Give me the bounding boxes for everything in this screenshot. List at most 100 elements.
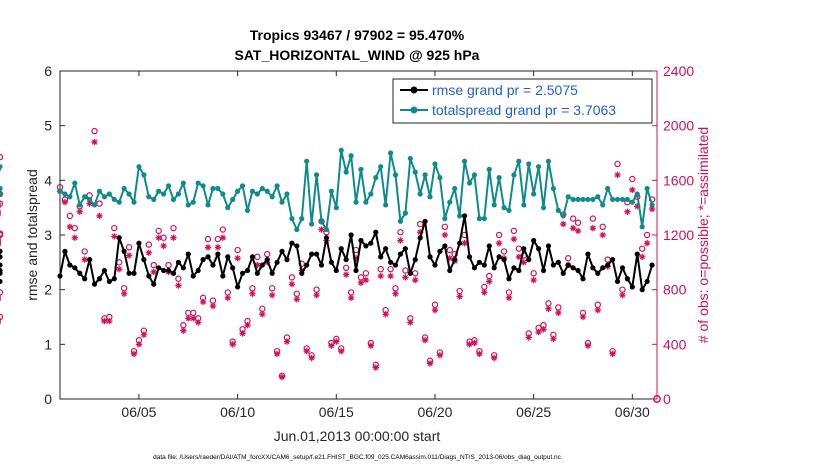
asterisk-stroke <box>111 233 117 240</box>
obs-possible-point <box>342 264 350 271</box>
totalspread-point <box>555 207 561 213</box>
asterisk-stroke <box>476 351 483 357</box>
asterisk-stroke <box>170 235 177 241</box>
asterisk-stroke <box>442 232 448 238</box>
totalspread-point <box>225 205 231 211</box>
asterisk-stroke <box>402 274 409 281</box>
asterisk-stroke <box>585 343 591 349</box>
obs-possible-point <box>96 200 103 207</box>
totalspread-point <box>565 194 571 200</box>
rmse-point <box>595 270 601 276</box>
asterisk-stroke <box>407 319 413 326</box>
asterisk-stroke <box>639 254 645 260</box>
obs-possible-point <box>387 265 394 273</box>
asterisk-stroke <box>82 256 88 263</box>
asterisk-stroke <box>116 266 122 272</box>
totalspread-point <box>531 191 537 197</box>
totalspread-point <box>368 191 374 197</box>
totalspread-point <box>62 191 68 197</box>
rmse-point <box>348 232 354 238</box>
rmse-point <box>87 257 93 263</box>
y-tick-label-left: 6 <box>44 63 52 79</box>
obs-assimilated-point <box>436 352 444 359</box>
x-tick-label: 06/25 <box>516 404 551 420</box>
obs-assimilated-point <box>160 242 167 250</box>
asterisk-stroke <box>521 259 527 265</box>
obs-assimilated-point <box>229 341 236 348</box>
asterisk-stroke <box>412 277 418 283</box>
rmse-point <box>215 251 221 257</box>
rmse-point <box>629 284 635 290</box>
totalspread-point <box>0 191 3 197</box>
obs-assimilated-point <box>456 293 463 300</box>
obs-assimilated-point <box>402 274 409 281</box>
asterisk-stroke <box>96 213 103 219</box>
asterisk-stroke <box>200 299 206 305</box>
totalspread-point <box>550 185 556 192</box>
obs-possible-point <box>614 160 621 168</box>
totalspread-point <box>417 191 423 197</box>
obs-assimilated-point <box>268 291 276 299</box>
y-tick-label-right: 1200 <box>663 227 694 243</box>
totalspread-point <box>491 202 497 208</box>
obs-possible-point <box>170 224 177 232</box>
asterisk-stroke <box>358 280 364 286</box>
rmse-point <box>0 262 3 268</box>
obs-assimilated-point <box>224 294 231 302</box>
asterisk-stroke <box>328 343 335 349</box>
obs-possible-point <box>71 224 79 232</box>
rmse-point <box>407 270 413 276</box>
totalspread-point <box>82 194 88 200</box>
rmse-point <box>304 262 310 268</box>
obs-possible-point <box>204 235 212 243</box>
asterisk-stroke <box>422 337 428 343</box>
totalspread-point <box>72 180 78 186</box>
totalspread-point <box>540 205 547 211</box>
obs-possible-point <box>288 274 296 281</box>
y-ticks-right: 0 400 800 1200 1600 2000 2400 <box>652 63 694 407</box>
asterisk-stroke <box>535 329 542 335</box>
totalspread-point <box>639 224 645 230</box>
obs-possible-point <box>599 223 606 230</box>
rmse-point <box>0 278 3 285</box>
rmse-point <box>639 287 645 293</box>
asterisk-stroke <box>67 224 73 230</box>
rmse-point <box>82 276 88 282</box>
totalspread-point <box>264 188 270 194</box>
rmse-point <box>570 265 576 271</box>
totalspread-point <box>116 199 122 205</box>
obs-assimilated-point <box>397 237 404 244</box>
rmse-point <box>427 254 433 260</box>
asterisk-stroke <box>91 139 98 145</box>
totalspread-point <box>146 194 152 200</box>
totalspread-point <box>156 188 162 194</box>
totalspread-point <box>501 205 507 211</box>
rmse-point <box>644 278 650 285</box>
totalspread-point <box>254 191 260 197</box>
obs-possible-point <box>81 248 88 255</box>
rmse-point <box>600 265 606 271</box>
obs-possible-point <box>66 212 74 220</box>
rmse-point <box>634 251 640 257</box>
obs-assimilated-point <box>150 268 157 276</box>
asterisk-stroke <box>244 322 251 328</box>
totalspread-point <box>309 221 315 227</box>
asterisk-stroke <box>274 351 280 357</box>
rmse-point <box>521 246 527 252</box>
obs-assimilated-point <box>239 330 246 337</box>
obs-assimilated-point <box>505 294 513 302</box>
asterisk-stroke <box>363 277 369 283</box>
y-tick-label-left: 1 <box>44 336 52 352</box>
asterisk-stroke <box>609 351 616 357</box>
totalspread-point <box>486 166 492 172</box>
rmse-point <box>210 262 216 268</box>
asterisk-stroke <box>239 330 246 337</box>
obs-assimilated-point <box>234 255 241 262</box>
series-layer <box>0 127 661 403</box>
rmse-point <box>289 240 295 246</box>
totalspread-point <box>318 218 325 224</box>
totalspread-point <box>215 185 221 192</box>
asterisk-stroke <box>289 281 295 287</box>
asterisk-stroke <box>560 221 566 227</box>
obs-assimilated-point <box>204 244 212 251</box>
